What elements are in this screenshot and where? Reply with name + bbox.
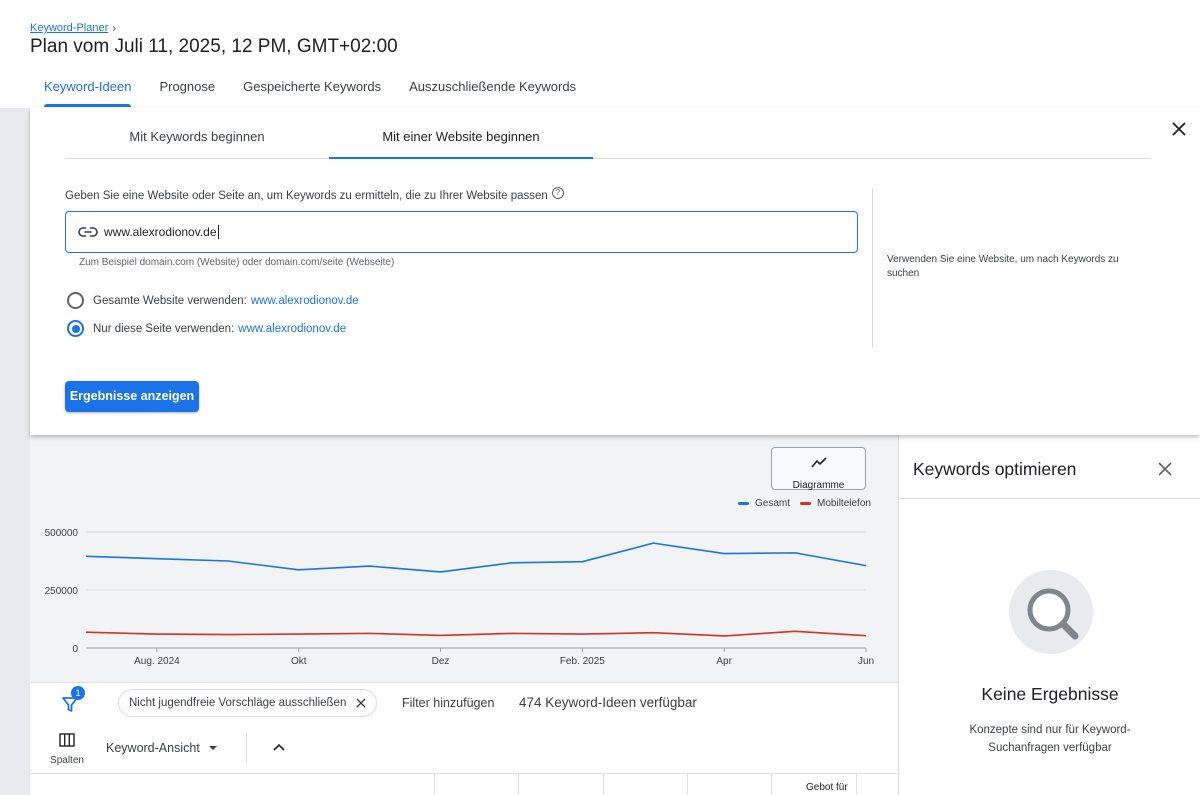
legend-label-mobile: Mobiltelefon xyxy=(817,498,871,509)
x-tick-label: Okt xyxy=(291,656,307,667)
tab-saved-keywords[interactable]: Gespeicherte Keywords xyxy=(243,79,382,94)
dropdown-arrow-icon xyxy=(208,746,217,750)
y-tick-label: 0 xyxy=(72,644,78,655)
radio-this-page-only[interactable]: Nur diese Seite verwenden: www.alexrodio… xyxy=(67,320,346,337)
show-results-button[interactable]: Ergebnisse anzeigen xyxy=(65,381,199,412)
toolbar-divider xyxy=(246,734,247,763)
trending-icon xyxy=(810,457,827,468)
breadcrumb[interactable]: Keyword-Planer › xyxy=(30,21,116,35)
radio-whole-website-url: www.alexrodionov.de xyxy=(250,294,359,307)
radio-this-page-url: www.alexrodionov.de xyxy=(238,322,347,335)
website-field-label-text: Geben Sie eine Website oder Seite an, um… xyxy=(65,190,548,202)
link-icon xyxy=(78,227,98,237)
column-separator xyxy=(771,774,772,795)
tab-start-with-keywords[interactable]: Mit Keywords beginnen xyxy=(129,129,265,144)
help-icon[interactable]: ? xyxy=(551,187,564,199)
columns-button[interactable]: Spalten xyxy=(46,733,88,766)
keyword-view-select[interactable]: Keyword-Ansicht xyxy=(106,741,218,755)
x-tick-label: Aug. 2024 xyxy=(134,656,180,667)
tab-forecast[interactable]: Prognose xyxy=(159,79,216,94)
breadcrumb-keyword-planner[interactable]: Keyword-Planer xyxy=(30,22,109,34)
page-title: Plan vom Juli 11, 2025, 12 PM, GMT+02:00 xyxy=(30,36,398,57)
column-separator xyxy=(603,774,604,795)
radio-this-page-control[interactable] xyxy=(67,320,84,337)
close-icon[interactable] xyxy=(356,698,366,708)
search-icon xyxy=(1027,588,1079,640)
website-seed-panel: Mit Keywords beginnen Mit einer Website … xyxy=(30,108,1200,435)
website-input[interactable]: www.alexrodionov.de xyxy=(65,211,858,253)
legend-swatch-total xyxy=(738,502,749,505)
radio-whole-website[interactable]: Gesamte Website verwenden: www.alexrodio… xyxy=(67,292,359,309)
empty-state-text: Konzepte sind nur für Keyword-Suchanfrag… xyxy=(969,724,1131,754)
chevron-up-icon[interactable] xyxy=(270,739,288,757)
magnifier-illustration xyxy=(1009,570,1093,654)
x-tick-label: Apr xyxy=(716,656,732,667)
refine-keywords-panel: Keywords optimieren Keine Ergebnisse Kon… xyxy=(898,435,1200,795)
chart-legend: Gesamt Mobiltelefon xyxy=(738,498,871,509)
x-tick-label: Jun xyxy=(858,656,874,667)
side-panel-header: Keywords optimieren xyxy=(899,435,1200,499)
filter-chip-label: Nicht jugendfreie Vorschläge ausschließe… xyxy=(129,697,347,709)
add-filter-button[interactable]: Filter hinzufügen xyxy=(402,696,495,710)
filter-chip-adult[interactable]: Nicht jugendfreie Vorschläge ausschließe… xyxy=(118,689,378,717)
table-header: Gebot für xyxy=(30,773,898,795)
columns-label: Spalten xyxy=(50,755,84,766)
column-separator xyxy=(687,774,688,795)
filter-count-badge: 1 xyxy=(71,686,85,700)
legend-label-total: Gesamt xyxy=(755,498,791,509)
chart-toggle-button[interactable]: Diagramme xyxy=(771,447,866,491)
search-volume-chart: 0 250000 500000 Aug. 2024 Okt Dez Feb. 2025 Apr… xyxy=(45,528,874,667)
columns-icon xyxy=(59,733,75,747)
text-cursor xyxy=(217,225,219,239)
series-line-mobile xyxy=(85,630,867,637)
keyword-idea-count: 474 Keyword-Ideen verfügbar xyxy=(519,695,697,710)
legend-item-total: Gesamt xyxy=(738,498,790,509)
column-separator xyxy=(856,774,857,795)
panel-divider xyxy=(872,188,873,348)
filter-bar: 1 Nicht jugendfreie Vorschläge ausschlie… xyxy=(30,682,898,795)
close-icon[interactable] xyxy=(1170,120,1188,138)
website-input-hint: Zum Beispiel domain.com (Website) oder d… xyxy=(79,257,395,268)
page-header: Keyword-Planer › Plan vom Juli 11, 2025,… xyxy=(0,0,1200,108)
x-tick-label: Feb. 2025 xyxy=(560,656,605,667)
seed-type-tabs: Mit Keywords beginnen Mit einer Website … xyxy=(65,118,1151,159)
chevron-right-icon: › xyxy=(112,21,117,35)
legend-item-mobile: Mobiltelefon xyxy=(800,498,871,509)
tab-keyword-ideas[interactable]: Keyword-Ideen xyxy=(30,70,145,108)
website-input-value: www.alexrodionov.de xyxy=(104,225,217,239)
column-separator xyxy=(434,774,435,795)
column-header-bid[interactable]: Gebot für xyxy=(806,782,848,793)
y-tick-label: 250000 xyxy=(45,586,79,597)
empty-state-title: Keine Ergebnisse xyxy=(981,684,1119,704)
main-tabs: Keyword-Ideen Prognose Gespeicherte Keyw… xyxy=(30,70,590,108)
radio-whole-website-control[interactable] xyxy=(67,292,84,309)
tab-start-with-website[interactable]: Mit einer Website beginnen xyxy=(329,118,593,159)
website-field-label: Geben Sie eine Website oder Seite an, um… xyxy=(65,187,564,202)
x-tick-label: Dez xyxy=(432,656,450,667)
chart-toggle-label: Diagramme xyxy=(792,480,845,491)
legend-swatch-mobile xyxy=(800,502,812,505)
chart-card: Diagramme Gesamt Mobiltelefon 0 250000 500… xyxy=(30,435,898,682)
y-tick-label: 500000 xyxy=(45,528,79,539)
close-icon[interactable] xyxy=(1158,462,1172,476)
keyword-view-label: Keyword-Ansicht xyxy=(106,741,200,755)
website-side-hint: Verwenden Sie eine Website, um nach Keyw… xyxy=(887,254,1119,279)
radio-whole-website-label: Gesamte Website verwenden: xyxy=(93,294,247,307)
tab-negative-keywords[interactable]: Auszuschließende Keywords xyxy=(409,79,577,94)
side-panel-title: Keywords optimieren xyxy=(913,459,1077,479)
column-separator xyxy=(518,774,519,795)
radio-this-page-label: Nur diese Seite verwenden: xyxy=(93,322,235,335)
series-line-total xyxy=(85,542,867,573)
